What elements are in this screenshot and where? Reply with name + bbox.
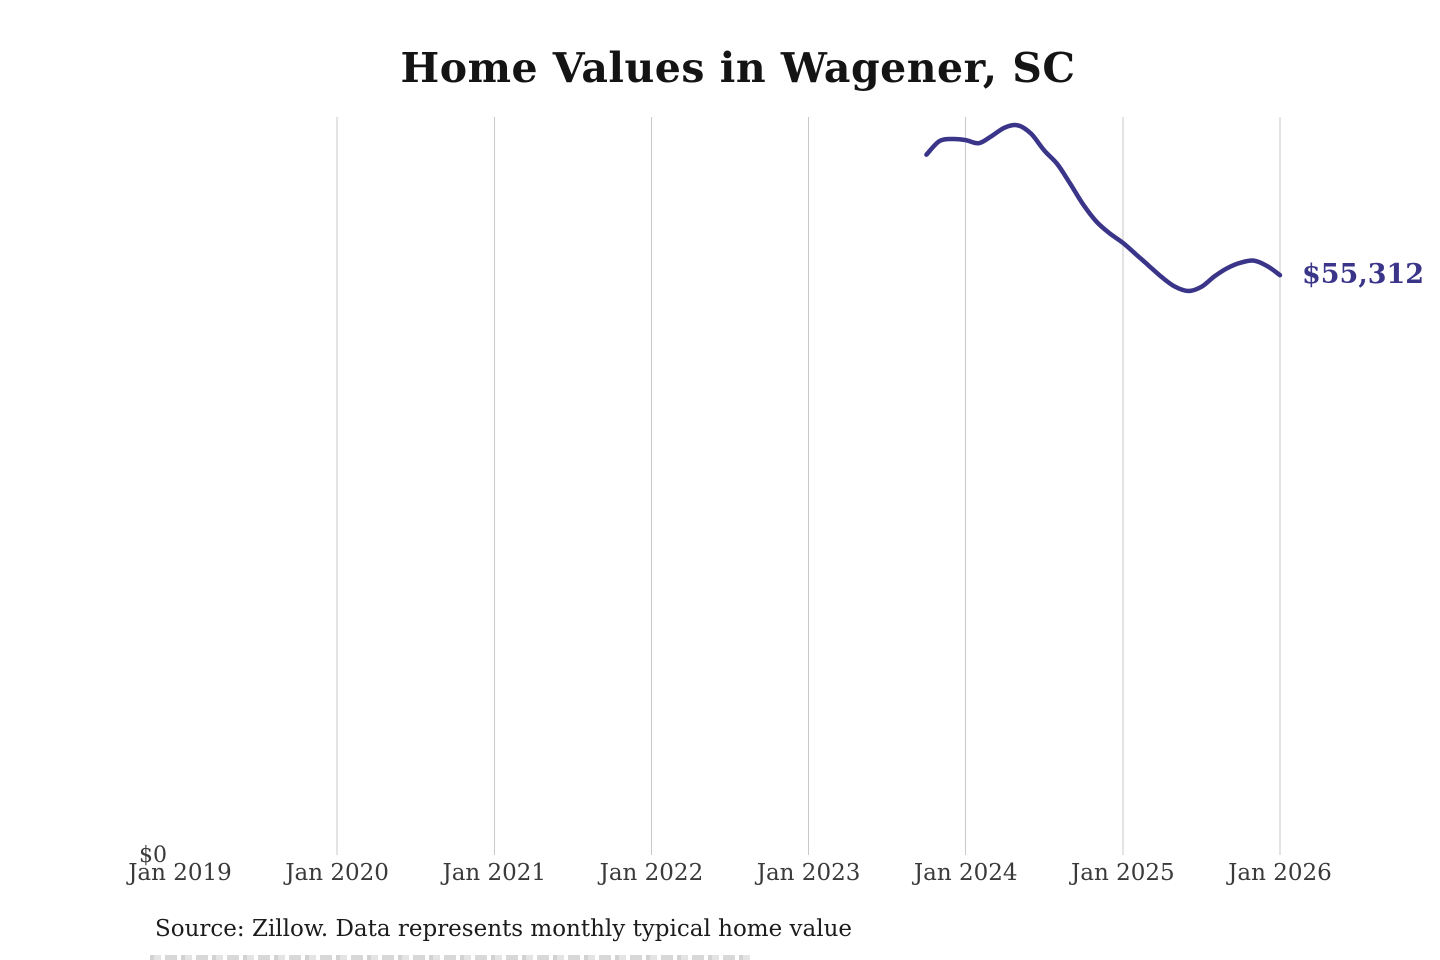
x-axis-tick-label: Jan 2024 — [912, 860, 1018, 886]
x-axis-tick-label: Jan 2022 — [598, 860, 704, 886]
source-note: Source: Zillow. Data represents monthly … — [155, 916, 853, 942]
x-axis-tick-label: Jan 2026 — [1226, 860, 1332, 886]
chart-title: Home Values in Wagener, SC — [400, 44, 1076, 92]
x-axis-tick-label: Jan 2020 — [283, 860, 389, 886]
home-value-line — [924, 122, 1283, 294]
x-axis-tick-label: Jan 2021 — [440, 860, 546, 886]
x-axis-tick-label: Jan 2023 — [755, 860, 861, 886]
latest-value-label: $55,312 — [1302, 259, 1424, 290]
clipped-text-remnant — [150, 955, 750, 960]
x-axis-tick-label: Jan 2019 — [126, 860, 232, 886]
y-axis-zero-label: $0 — [139, 843, 167, 868]
x-axis-tick-label: Jan 2025 — [1069, 860, 1175, 886]
